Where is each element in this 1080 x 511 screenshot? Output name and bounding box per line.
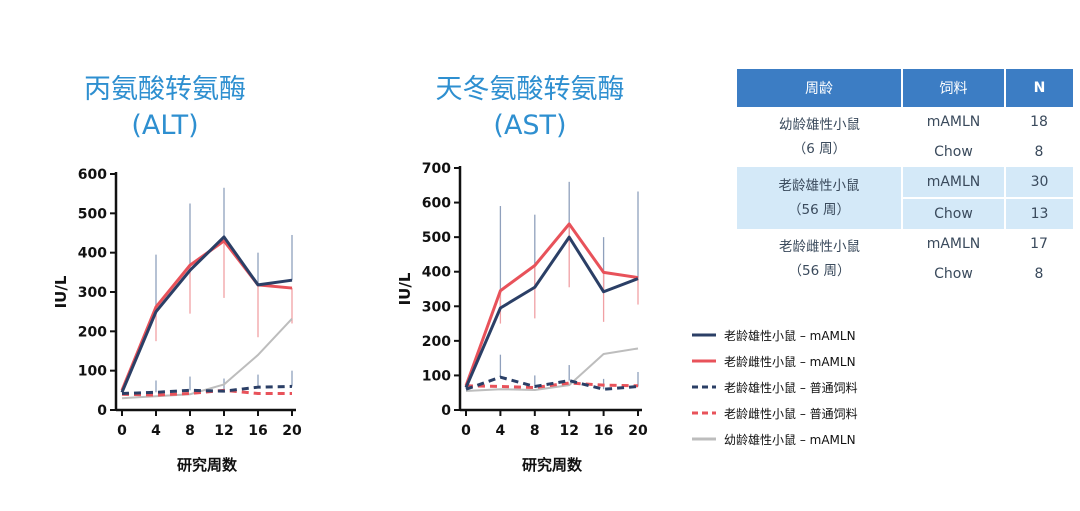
legend-item-old-male-chow: 老龄雄性小鼠 – 普通饲料 (692, 374, 858, 400)
ast-title-line1: 天冬氨酸转氨酶 (435, 74, 625, 105)
x-tick-label: 8 (185, 423, 195, 439)
legend-item-old-female-chow: 老龄雌性小鼠 – 普通饲料 (692, 400, 858, 426)
header-age: 周龄 (737, 69, 903, 107)
table-row: Chow 13 (737, 198, 1073, 229)
table-row: 幼龄雄性小鼠 （6 周） mAMLN 18 (737, 107, 1073, 157)
legend-label: 老龄雌性小鼠 – 普通饲料 (724, 406, 858, 421)
y-tick-label: 100 (422, 368, 451, 384)
x-tick-label: 0 (461, 423, 471, 439)
series-line-old-male-chow (121, 384, 293, 395)
group-cell: 老龄雄性小鼠 （56 周） (737, 167, 903, 229)
group-name: 幼龄雄性小鼠 (779, 117, 860, 133)
ast-chart-title: 天冬氨酸转氨酶 (AST) (400, 72, 660, 144)
group-cell: 幼龄雄性小鼠 （6 周） (737, 107, 902, 167)
y-tick-label: 100 (78, 364, 107, 380)
legend-swatch (692, 385, 716, 389)
y-tick-label: 0 (441, 403, 451, 419)
x-axis-label: 研究周数 (177, 456, 238, 474)
legend-label: 老龄雌性小鼠 – mAMLN (724, 354, 856, 369)
series-line-old-male-mamln (464, 235, 639, 389)
x-tick-label: 12 (559, 423, 578, 439)
alt-title-line1: 丙氨酸转氨酶 (84, 74, 246, 105)
legend-swatch (692, 333, 716, 337)
y-tick-label: 600 (78, 167, 107, 183)
legend-label: 老龄雄性小鼠 – 普通饲料 (724, 380, 858, 395)
x-tick-label: 16 (594, 423, 613, 439)
legend-swatch (692, 411, 716, 415)
n-cell: 17 (1030, 236, 1048, 252)
y-axis-label: IU/L (396, 272, 414, 305)
x-tick-label: 16 (248, 423, 267, 439)
diet-cell: Chow (902, 198, 1006, 229)
y-tick-label: 400 (422, 265, 451, 281)
y-tick-label: 300 (78, 285, 107, 301)
alt-title-line2: (ALT) (131, 110, 199, 141)
header-diet: 饲料 (902, 69, 1006, 107)
y-axis-label: IU/L (52, 275, 70, 308)
x-axis-label: 研究周数 (522, 456, 583, 474)
series-line-old-female-chow (465, 381, 639, 390)
group-name: 老龄雌性小鼠 (779, 239, 860, 255)
diet-cell: Chow (934, 266, 973, 282)
ast-title-line2: (AST) (493, 110, 567, 141)
legend-label: 幼龄雄性小鼠 – mAMLN (724, 432, 856, 447)
x-tick-label: 4 (151, 423, 161, 439)
alt-line-chart: 0 100 200 300 400 500 600 0 4 8 12 16 20 研究周数 IU/L (52, 167, 302, 474)
table-row: Chow 8 (737, 259, 1073, 289)
group-age: （6 周） (792, 141, 847, 157)
legend-item-old-female-mamln: 老龄雌性小鼠 – mAMLN (692, 348, 858, 374)
y-tick-label: 300 (422, 299, 451, 315)
group-name: 老龄雄性小鼠 (778, 178, 860, 194)
diet-cell: mAMLN (902, 167, 1006, 199)
y-tick-label: 500 (78, 206, 107, 222)
table-row: Chow 8 (737, 137, 1073, 167)
series-line-old-female-mamln (120, 239, 293, 391)
y-tick-label: 500 (422, 230, 451, 246)
x-tick-label: 20 (628, 423, 648, 439)
n-cell: 18 (1030, 114, 1048, 130)
group-age: （56 周） (788, 202, 850, 218)
chart-legend: 老龄雄性小鼠 – mAMLN 老龄雌性小鼠 – mAMLN 老龄雄性小鼠 – 普… (692, 322, 858, 452)
x-tick-label: 0 (117, 423, 127, 439)
diet-cell: Chow (934, 144, 973, 160)
x-tick-label: 4 (496, 423, 506, 439)
diet-cell: mAMLN (926, 236, 981, 252)
legend-item-young-male-mamln: 幼龄雄性小鼠 – mAMLN (692, 426, 858, 452)
cohort-table: 周龄 饲料 N 幼龄雄性小鼠 （6 周） mAMLN 18 Chow 8 老龄雄… (737, 69, 1073, 289)
y-tick-label: 700 (422, 161, 451, 177)
x-tick-label: 20 (282, 423, 302, 439)
n-cell: 13 (1005, 198, 1073, 229)
legend-label: 老龄雄性小鼠 – mAMLN (724, 328, 856, 343)
series-line-old-male-chow (465, 375, 639, 391)
series-line-old-male-mamln (120, 235, 293, 393)
series-line-young-male-mamln (465, 347, 639, 392)
table-header-row: 周龄 饲料 N (737, 69, 1073, 107)
diet-cell: mAMLN (926, 114, 981, 130)
n-cell: 8 (1034, 144, 1044, 160)
alt-chart-title: 丙氨酸转氨酶 (ALT) (40, 72, 290, 144)
legend-swatch (692, 437, 716, 441)
series-line-old-female-mamln (464, 222, 639, 387)
y-tick-label: 600 (422, 196, 451, 212)
n-cell: 8 (1034, 266, 1044, 282)
y-tick-label: 400 (78, 246, 107, 262)
table-row: 老龄雌性小鼠 （56 周） mAMLN 17 (737, 229, 1073, 279)
table-row: 老龄雄性小鼠 （56 周） mAMLN 30 (737, 167, 1073, 229)
x-tick-label: 8 (530, 423, 540, 439)
n-cell: 30 (1005, 167, 1073, 199)
y-tick-label: 200 (78, 324, 107, 340)
group-cell: 老龄雌性小鼠 （56 周） (737, 229, 902, 289)
group-age: （56 周） (788, 263, 851, 279)
header-n: N (1005, 69, 1073, 107)
legend-swatch (692, 359, 716, 363)
y-tick-label: 200 (422, 334, 451, 350)
y-tick-label: 0 (97, 403, 107, 419)
ast-line-chart: 0 100 200 300 400 500 600 700 0 4 8 12 16 20 研究周数 IU/L (396, 161, 648, 474)
x-tick-label: 12 (214, 423, 233, 439)
legend-item-old-male-mamln: 老龄雄性小鼠 – mAMLN (692, 322, 858, 348)
